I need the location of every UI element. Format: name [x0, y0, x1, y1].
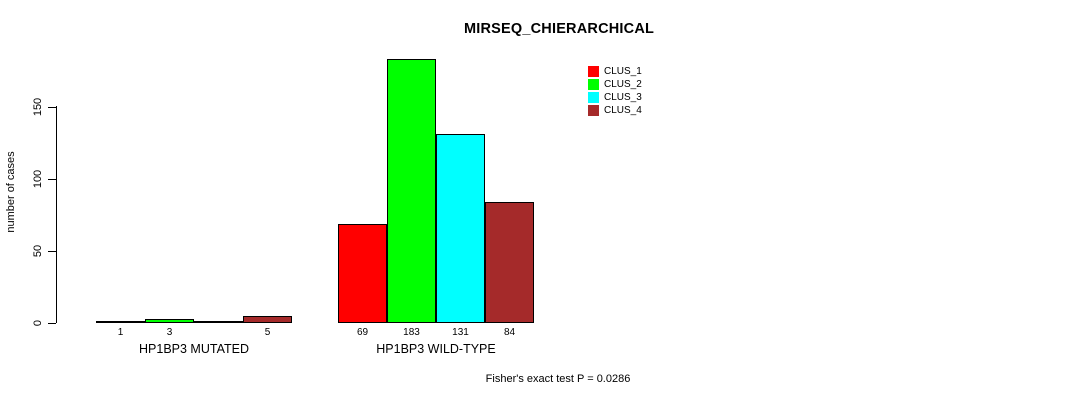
y-tick-mark [48, 251, 56, 252]
bar-value-label: 84 [503, 327, 516, 338]
bar-clus_4-group1 [243, 316, 292, 323]
chart-title: MIRSEQ_CHIERARCHICAL [463, 21, 655, 37]
legend-swatch-icon [588, 105, 599, 116]
bar-clus_1-group2 [338, 224, 387, 323]
legend-swatch-icon [588, 66, 599, 77]
y-tick-label: 50 [32, 244, 44, 258]
bar-value-label: 1 [117, 327, 124, 338]
y-tick-mark [48, 179, 56, 180]
fisher-test-note: Fisher's exact test P = 0.0286 [485, 373, 631, 385]
bar-clus_4-group2 [485, 202, 534, 323]
legend-label: CLUS_1 [604, 66, 642, 77]
legend-item: CLUS_4 [588, 104, 642, 117]
y-tick-mark [48, 107, 56, 108]
legend-label: CLUS_3 [604, 92, 642, 103]
legend-swatch-icon [588, 79, 599, 90]
bar-clus_2-group2 [387, 59, 436, 323]
y-tick-label: 0 [32, 319, 44, 327]
x-group-label-mutated: HP1BP3 MUTATED [139, 342, 249, 356]
legend-swatch-icon [588, 92, 599, 103]
x-group-label-wildtype: HP1BP3 WILD-TYPE [376, 342, 496, 356]
bar-value-label: 5 [264, 327, 271, 338]
legend-label: CLUS_4 [604, 105, 642, 116]
legend-item: CLUS_3 [588, 91, 642, 104]
bar-value-label: 131 [452, 327, 469, 338]
legend-item: CLUS_2 [588, 78, 642, 91]
bar-clus_2-group1 [145, 319, 194, 323]
y-tick-label: 100 [32, 169, 44, 189]
bar-value-label: 69 [356, 327, 369, 338]
y-tick-mark [48, 323, 56, 324]
y-tick-label: 150 [32, 97, 44, 117]
bar-clus_1-group1 [96, 321, 145, 323]
legend-label: CLUS_2 [604, 79, 642, 90]
y-axis-line [56, 106, 57, 323]
legend: CLUS_1 CLUS_2 CLUS_3 CLUS_4 [588, 65, 642, 117]
bar-value-label: 183 [403, 327, 420, 338]
y-axis-label: number of cases [5, 151, 17, 233]
bar-clus_3-group1 [194, 321, 243, 323]
bar-clus_3-group2 [436, 134, 485, 323]
bar-value-label: 3 [166, 327, 173, 338]
legend-item: CLUS_1 [588, 65, 642, 78]
